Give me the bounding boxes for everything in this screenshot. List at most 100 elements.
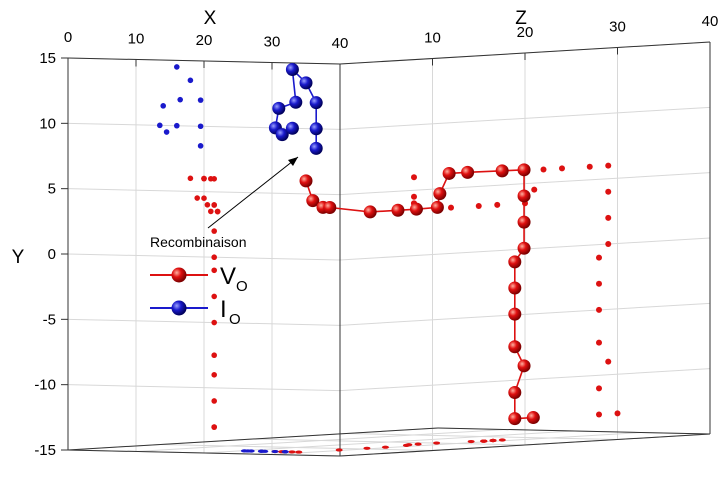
data-point-vo [306, 194, 320, 208]
x-tick-label: 30 [264, 34, 281, 51]
projection-point-vo [211, 228, 217, 234]
gridline [252, 438, 526, 446]
projection-point-vo [540, 166, 547, 173]
frame-edge [67, 427, 439, 451]
y-tick-label: 15 [39, 50, 56, 67]
projection-point-vo [214, 208, 221, 215]
projection-point-io [257, 449, 265, 453]
legend: V O I O [150, 263, 248, 328]
projection-point-io [174, 122, 180, 129]
projection-point-vo [498, 438, 506, 442]
data-point-io [309, 141, 323, 155]
x-tick-label: 0 [64, 29, 72, 46]
frame-edge [437, 427, 711, 435]
legend-marker-io [171, 300, 187, 316]
z-tick-label: 30 [609, 19, 626, 36]
projection-point-vo [614, 410, 621, 417]
projection-point-vo [211, 176, 217, 182]
data-point-io [289, 95, 303, 109]
legend-entry-vo: V O [150, 263, 248, 295]
projection-point-vo [596, 280, 602, 287]
projection-point-vo [605, 214, 612, 221]
data-point-vo [508, 412, 522, 426]
axes-frame [61, 41, 711, 457]
projection-point-io [247, 449, 255, 453]
data-point-io [309, 96, 323, 110]
projection-point-vo [211, 319, 217, 326]
data-point-io [272, 101, 286, 115]
projection-point-io [271, 449, 279, 454]
tick-labels: 0 10 20 30 40 10 20 30 40 15 10 5 0 -5 -10 -15 [34, 13, 718, 459]
projection-point-vo [194, 195, 200, 201]
legend-entry-io: I O [150, 296, 241, 328]
projection-point-vo [596, 411, 602, 418]
projection-shadows [157, 64, 621, 454]
projection-point-vo [201, 195, 207, 201]
x-tick-label: 40 [332, 35, 349, 52]
gridline [345, 433, 618, 440]
data-point-vo [508, 255, 522, 269]
y-tick-label: -10 [34, 377, 56, 394]
gridline [67, 253, 341, 261]
data-point-vo [409, 202, 423, 216]
projection-point-vo [201, 175, 207, 182]
projection-point-io [197, 97, 204, 103]
gridline [67, 384, 341, 392]
data-point-io [285, 62, 299, 76]
projection-point-vo [211, 372, 217, 378]
series-layer [268, 62, 540, 426]
projection-point-vo [467, 439, 475, 444]
projection-point-vo [531, 186, 538, 193]
projection-point-vo [411, 193, 417, 200]
projection-point-vo [605, 188, 612, 195]
projection-point-vo [295, 450, 303, 454]
data-point-io [299, 76, 313, 90]
legend-sub-vo: O [236, 278, 248, 295]
projection-point-vo [411, 174, 417, 181]
annotation-arrowhead [288, 157, 298, 166]
legend-label-vo: V [220, 263, 236, 290]
projection-point-io [157, 122, 163, 129]
projection-point-vo [605, 358, 612, 365]
gridline [339, 302, 711, 326]
projection-point-vo [433, 441, 441, 445]
y-axis-title: Y [12, 247, 25, 268]
projection-point-vo [586, 163, 593, 170]
data-point-vo [526, 411, 540, 425]
projection-point-vo [211, 398, 217, 404]
data-point-vo [508, 307, 522, 321]
y-tick-label: -5 [43, 311, 56, 328]
z-tick-label: 40 [702, 13, 719, 30]
data-point-vo [508, 340, 522, 354]
projection-point-vo [605, 241, 612, 248]
projection-point-vo [211, 424, 217, 430]
projection-point-io [197, 143, 204, 149]
projection-point-vo [480, 439, 488, 443]
data-point-vo [508, 386, 522, 400]
gridline [339, 106, 711, 130]
projection-point-vo [596, 254, 602, 261]
projection-point-io [160, 103, 166, 109]
projection-point-vo [405, 443, 413, 447]
projection-point-vo [187, 175, 194, 182]
data-point-vo [508, 281, 522, 295]
projection-point-io [281, 450, 289, 454]
y-tick-label: -15 [34, 442, 56, 459]
z-tick-label: 20 [517, 24, 534, 41]
data-point-io [275, 128, 289, 142]
x-tick-label: 10 [128, 31, 145, 48]
projection-point-vo [489, 438, 497, 443]
projection-point-vo [414, 442, 422, 446]
projection-point-vo [596, 385, 602, 392]
projection-point-io [174, 64, 180, 70]
data-point-vo [517, 189, 531, 203]
projection-point-vo [475, 203, 482, 210]
projection-point-vo [208, 208, 214, 215]
x-axis-title: X [204, 8, 217, 29]
data-point-vo [442, 166, 456, 180]
legend-sub-io: O [229, 311, 241, 328]
gridline [339, 368, 711, 392]
z-axis-title: Z [515, 8, 527, 29]
projection-point-vo [559, 165, 565, 172]
data-point-vo [299, 174, 313, 188]
